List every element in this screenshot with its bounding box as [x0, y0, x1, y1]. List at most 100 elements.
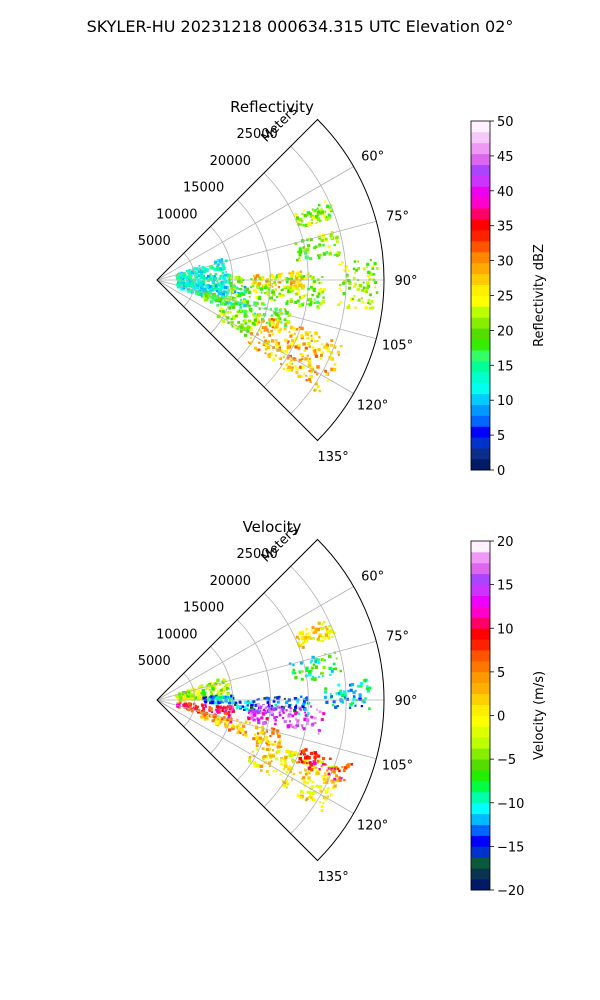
reflectivity-echo-gate — [262, 342, 266, 345]
reflectivity-echo-gate — [240, 323, 244, 327]
velocity-echo-gate — [341, 694, 345, 698]
velocity-echo-gate — [276, 745, 280, 749]
reflectivity-echo-gate — [232, 284, 236, 289]
reflectivity-echo-gate — [243, 304, 247, 308]
velocity-echo-gate — [347, 689, 350, 693]
reflectivity-echo-gate — [198, 283, 202, 287]
reflectivity-echo-gate — [264, 329, 267, 332]
reflectivity-echo-gate — [278, 273, 282, 277]
velocity-echo-gate — [234, 703, 236, 706]
velocity-echo-gate — [301, 726, 304, 729]
reflectivity-echo-gate — [219, 297, 223, 302]
reflectivity-echo-gate — [214, 277, 218, 280]
velocity-echo-gate — [183, 702, 188, 706]
reflectivity-echo-gate — [313, 352, 318, 356]
velocity-echo-gate — [244, 700, 248, 704]
reflectivity-echo-gate — [279, 308, 282, 312]
velocity-echo-gate — [368, 707, 371, 710]
velocity-echo-gate — [320, 639, 323, 642]
velocity-echo-gate — [293, 753, 296, 756]
reflectivity-echo-gate — [354, 272, 356, 274]
velocity-echo-gate — [203, 693, 206, 697]
reflectivity-echo-gate — [223, 290, 227, 294]
reflectivity-echo-gate — [318, 282, 321, 284]
reflectivity-echo-gate — [290, 358, 293, 361]
velocity-colorbar-segment — [471, 770, 490, 782]
velocity-echo-gate — [257, 703, 260, 707]
reflectivity-echo-gate — [294, 332, 296, 335]
velocity-echo-gate — [266, 705, 269, 708]
velocity-echo-gate — [326, 769, 329, 772]
reflectivity-echo-gate — [259, 287, 264, 291]
reflectivity-azimuth-label: 120° — [357, 399, 388, 414]
velocity-echo-gate — [195, 705, 198, 708]
velocity-echo-gate — [262, 757, 265, 761]
velocity-echo-gate — [261, 729, 265, 732]
velocity-colorbar-segment — [471, 824, 490, 836]
reflectivity-echo-gate — [233, 287, 237, 290]
velocity-echo-gate — [241, 705, 244, 708]
reflectivity-echo-gate — [225, 271, 228, 273]
reflectivity-echo-gate — [190, 281, 194, 285]
reflectivity-echo-gate — [285, 280, 289, 284]
reflectivity-echo-gate — [274, 354, 278, 357]
velocity-echo-gate — [322, 763, 325, 766]
reflectivity-echo-gate — [313, 389, 316, 392]
reflectivity-echo-gate — [246, 315, 249, 318]
velocity-echo-gate — [305, 669, 309, 672]
velocity-colorbar-segment — [471, 759, 490, 771]
reflectivity-echo-gate — [205, 268, 209, 272]
reflectivity-echo-gate — [309, 370, 313, 374]
velocity-echo-gate — [229, 696, 232, 700]
reflectivity-echo-gate — [274, 342, 278, 346]
velocity-echo-gate — [297, 760, 301, 764]
velocity-echo-gate — [264, 736, 268, 740]
reflectivity-echo-gate — [238, 303, 242, 306]
velocity-echo-gate — [275, 729, 280, 733]
reflectivity-echo-gate — [234, 301, 238, 306]
reflectivity-echo-gate — [180, 271, 183, 274]
reflectivity-echo-gate — [232, 289, 235, 292]
reflectivity-echo-gate — [362, 286, 366, 290]
velocity-echo-gate — [276, 749, 281, 754]
reflectivity-echo-gate — [223, 296, 227, 299]
reflectivity-echo-gate — [222, 282, 225, 285]
reflectivity-echo-gate — [272, 333, 275, 336]
reflectivity-echo-gate — [267, 331, 270, 334]
reflectivity-echo-gate — [291, 343, 294, 347]
velocity-echo-gate — [255, 744, 259, 748]
reflectivity-echo-gate — [284, 310, 287, 313]
reflectivity-echo-gate — [267, 287, 271, 290]
velocity-echo-gate — [270, 704, 273, 708]
reflectivity-echo-gate — [319, 353, 323, 357]
velocity-echo-gate — [294, 676, 298, 680]
reflectivity-echo-gate — [260, 291, 263, 294]
velocity-echo-gate — [253, 733, 257, 736]
velocity-echo-gate — [221, 706, 225, 710]
velocity-echo-gate — [368, 686, 372, 690]
reflectivity-echo-gate — [255, 295, 259, 300]
reflectivity-echo-gate — [328, 206, 332, 209]
reflectivity-echo-gate — [196, 286, 199, 289]
velocity-echo-gate — [193, 694, 197, 698]
reflectivity-echo-gate — [200, 269, 204, 273]
reflectivity-echo-gate — [221, 308, 225, 312]
reflectivity-echo-gate — [208, 277, 213, 281]
reflectivity-echo-gate — [321, 290, 325, 294]
reflectivity-echo-gate — [243, 309, 247, 314]
reflectivity-echo-gate — [209, 275, 212, 278]
reflectivity-echo-gate — [243, 319, 247, 323]
velocity-echo-gate — [229, 717, 233, 721]
reflectivity-echo-gate — [253, 346, 258, 350]
velocity-echo-gate — [275, 757, 279, 761]
velocity-echo-gate — [201, 704, 204, 707]
reflectivity-echo-gate — [331, 236, 334, 239]
reflectivity-echo-gate — [237, 276, 241, 280]
velocity-echo-gate — [305, 762, 308, 766]
reflectivity-echo-gate — [338, 263, 341, 266]
reflectivity-echo-gate — [263, 326, 267, 330]
reflectivity-echo-gate — [329, 233, 333, 237]
reflectivity-echo-gate — [187, 284, 190, 288]
velocity-echo-gate — [343, 769, 346, 773]
reflectivity-echo-gate — [273, 311, 277, 315]
